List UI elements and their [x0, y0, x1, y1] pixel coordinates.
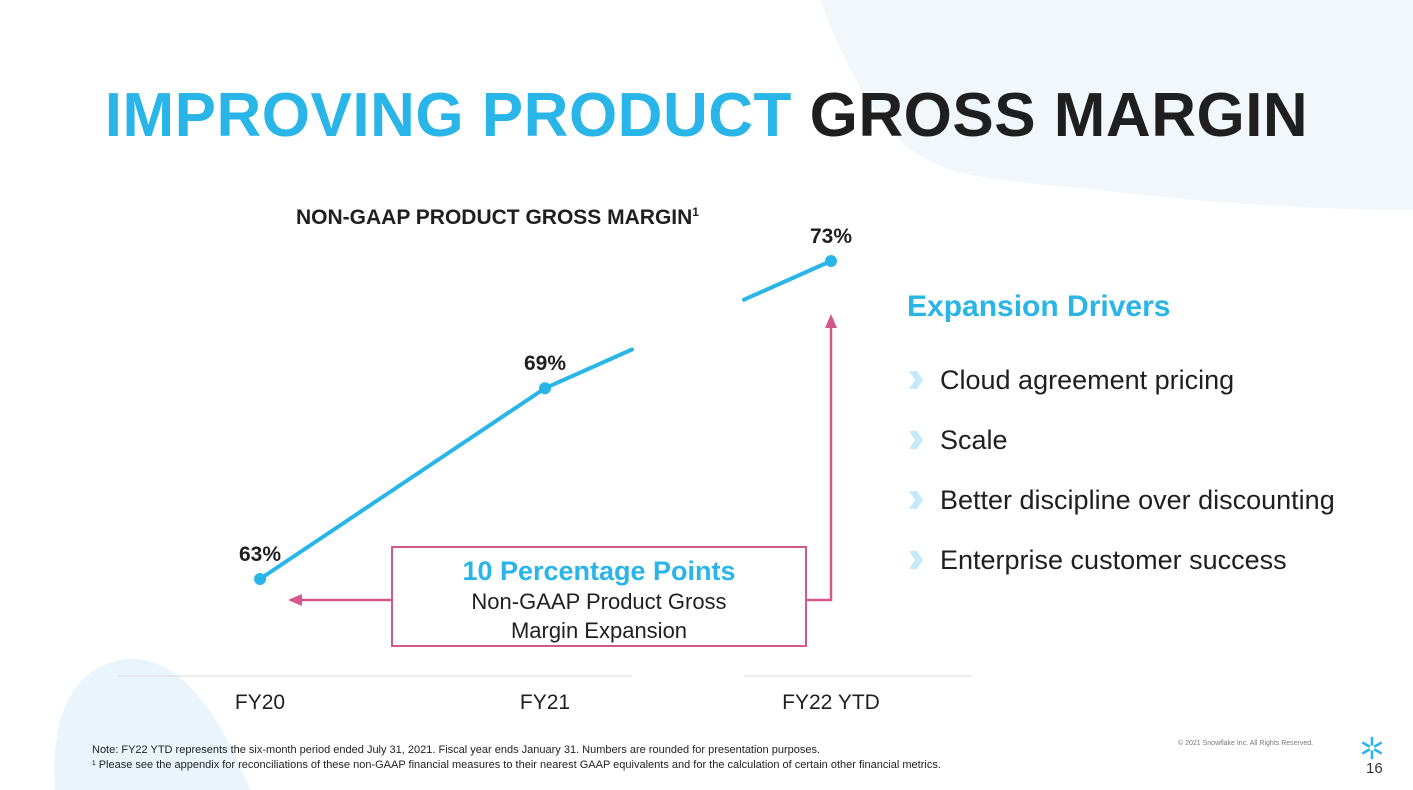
- expansion-drivers-list: Cloud agreement pricing Scale Better dis…: [905, 350, 1335, 590]
- title-accent: IMPROVING PRODUCT: [104, 81, 792, 150]
- driver-item: Better discipline over discounting: [905, 470, 1335, 530]
- snowflake-icon: [1362, 736, 1382, 760]
- expansion-drivers-title: Expansion Drivers: [907, 290, 1171, 323]
- callout-text: Non-GAAP Product Gross Margin Expansion: [471, 589, 727, 643]
- driver-item: Scale: [905, 410, 1335, 470]
- x-tick-label: FY20: [235, 691, 285, 714]
- background-shape-bottom-left: [54, 658, 250, 790]
- chart-title: NON-GAAP PRODUCT GROSS MARGIN1: [296, 205, 699, 230]
- footnote-note: Note: FY22 YTD represents the six-month …: [92, 744, 821, 756]
- page-title: IMPROVING PRODUCT GROSS MARGIN: [0, 80, 1413, 151]
- background-shape-top-right: [820, 0, 1413, 210]
- driver-item-label: Better discipline over discounting: [940, 484, 1335, 515]
- driver-item: Enterprise customer success: [905, 530, 1335, 590]
- chevron-right-icon: [909, 371, 923, 389]
- data-label: 63%: [239, 543, 281, 566]
- series-line: [258, 259, 833, 581]
- chevron-right-icon: [909, 431, 923, 449]
- chevron-right-icon: [909, 491, 923, 509]
- page-number: 16: [1366, 760, 1383, 777]
- data-label: 73%: [810, 225, 852, 248]
- copyright: © 2021 Snowflake Inc. All Rights Reserve…: [1178, 740, 1314, 747]
- driver-item-label: Cloud agreement pricing: [940, 364, 1235, 395]
- title-dark: GROSS MARGIN: [809, 81, 1309, 150]
- data-point: [539, 382, 551, 395]
- footnotes: Note: FY22 YTD represents the six-month …: [92, 743, 941, 773]
- chevron-right-icon: [909, 551, 923, 569]
- chart-title-text: NON-GAAP PRODUCT GROSS MARGIN: [296, 206, 693, 229]
- driver-item: Cloud agreement pricing: [905, 350, 1335, 410]
- data-point: [825, 255, 837, 267]
- x-tick-label: FY21: [520, 691, 570, 714]
- data-label: 69%: [524, 352, 566, 375]
- expansion-callout-box: 10 Percentage Points Non-GAAP Product Gr…: [391, 546, 807, 647]
- driver-item-label: Enterprise customer success: [940, 544, 1287, 575]
- chart-title-footnote-marker: 1: [692, 205, 699, 219]
- x-tick-label: FY22 YTD: [782, 691, 880, 714]
- arrow-up-head: [825, 314, 837, 328]
- footnote-non-gaap: ¹ Please see the appendix for reconcilia…: [92, 759, 941, 771]
- arrow-left-head: [288, 594, 302, 606]
- callout-headline: 10 Percentage Points: [462, 556, 736, 586]
- data-point: [254, 573, 266, 585]
- arrow-up-line: [807, 326, 833, 602]
- driver-item-label: Scale: [940, 424, 1008, 455]
